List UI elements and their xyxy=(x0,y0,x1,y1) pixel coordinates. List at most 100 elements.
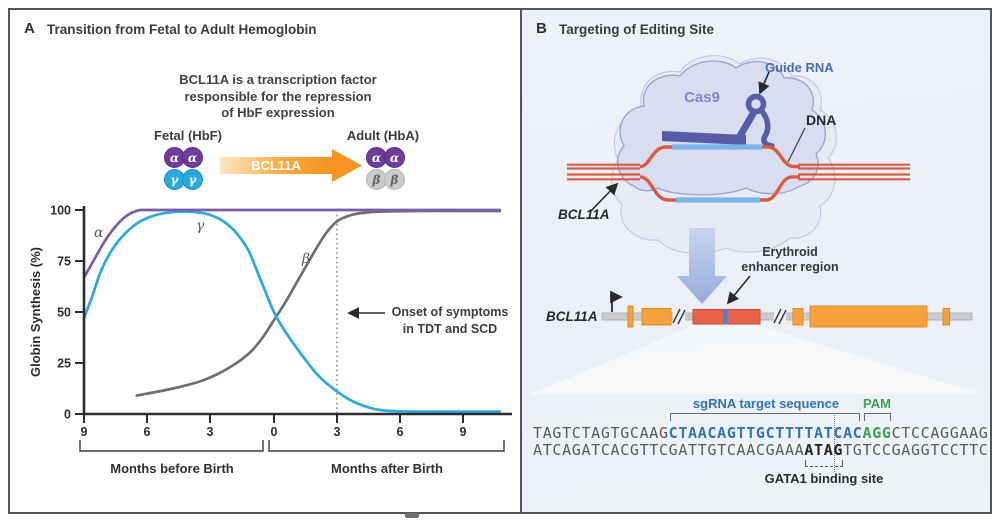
y-tick-label: 75 xyxy=(57,255,71,269)
x-tick-label: 3 xyxy=(207,425,214,439)
x-tick-label: 6 xyxy=(397,425,404,439)
pam-label: PAM xyxy=(863,396,891,411)
bcl11a-gene-label: BCL11A xyxy=(558,207,610,222)
exon xyxy=(942,308,950,326)
gata1-binding-site-label: GATA1 binding site xyxy=(764,471,884,486)
panel-a-letter: A xyxy=(24,20,35,37)
hb-subunit-gamma: γ xyxy=(182,169,203,190)
bcl11a-arrow-label: BCL11A xyxy=(251,158,301,173)
pam-bracket xyxy=(864,413,891,421)
panel-b-title: Targeting of Editing Site xyxy=(559,22,714,37)
seq-segment: TAGTCTAGTGCAAG xyxy=(533,424,669,442)
guide-rna-loop xyxy=(745,93,767,115)
bcl11a-pointer-arrow xyxy=(589,182,619,213)
note-line: responsible for the repression xyxy=(184,88,372,104)
months-before-birth-label: Months before Birth xyxy=(110,461,234,476)
sgrna-target-sequence: CTAACAGTTGCTTTTATCAC xyxy=(668,424,863,442)
adult-hba-label: Adult (HbA) xyxy=(346,128,420,143)
dna-pointer-line xyxy=(787,127,806,163)
months-before-bracket xyxy=(79,440,264,452)
cas9-label: Cas9 xyxy=(684,89,720,106)
panel-b-letter: B xyxy=(536,20,547,37)
dna-bubble-bottom xyxy=(639,175,800,202)
gene-backbone xyxy=(601,312,973,321)
cas9-protein-blob xyxy=(617,60,826,196)
seq-segment: CTCCAGGAAG xyxy=(891,424,989,442)
hb-subunit-alpha: α xyxy=(182,147,203,168)
months-after-birth-label: Months after Birth xyxy=(331,461,443,476)
editing-arrow xyxy=(677,228,727,304)
onset-line: in TDT and SCD xyxy=(402,321,498,336)
dna-sequence-bottom-strand: ATCAGATCACGTTCGATTGTCAACGAAAATAGTGTCCGAG… xyxy=(533,442,988,459)
sgrna-target-label: sgRNA target sequence xyxy=(692,396,840,411)
note-line: BCL11A is a transcription factor xyxy=(179,72,377,87)
x-tick-label: 9 xyxy=(460,425,467,439)
panel-a-title: Transition from Fetal to Adult Hemoglobi… xyxy=(47,22,317,37)
x-tick-label: 9 xyxy=(81,425,88,439)
x-tick-label: 6 xyxy=(144,425,151,439)
transcription-start-arrow xyxy=(610,290,623,312)
y-tick-label: 0 xyxy=(64,408,71,422)
guide-rna-tail xyxy=(758,107,775,149)
months-after-bracket xyxy=(268,440,505,452)
zoom-wedge xyxy=(530,326,982,394)
seq-segment: TGTCCGAGGTCCTTC xyxy=(843,441,989,459)
exon xyxy=(641,308,672,326)
x-ticks xyxy=(83,414,464,423)
beta-curve-label: β xyxy=(302,251,311,267)
y-ticks xyxy=(75,209,83,415)
panel-b-graphics xyxy=(530,55,982,394)
fetal-hbf-label: Fetal (HbF) xyxy=(154,128,222,143)
caption-artifact xyxy=(405,513,419,518)
gata1-binding-sequence: ATAG xyxy=(804,441,844,459)
guide-rna-label: Guide RNA xyxy=(765,60,834,75)
x-tick-label: 0 xyxy=(271,425,278,439)
gene-break xyxy=(672,308,686,325)
bcl11a-repression-arrow xyxy=(220,149,362,182)
curve-beta-globin xyxy=(135,209,502,397)
dna-right-strands xyxy=(798,163,910,181)
enhancer-label-line: enhancer region xyxy=(741,259,839,274)
bcl11a-diagram-label: BCL11A xyxy=(546,309,598,324)
erythroid-enhancer-label: Erythroid enhancer region xyxy=(715,245,865,274)
onset-annotation: Onset of symptoms in TDT and SCD xyxy=(384,304,516,337)
panel-a: 100 75 50 25 0 9 6 3 0 3 6 9 Globin Synt… xyxy=(10,10,520,512)
enhancer-label-line: Erythroid xyxy=(762,245,818,259)
chart-curves xyxy=(82,208,502,413)
guide-rna-hybrid xyxy=(662,131,746,145)
panel-b: B Targeting of Editing Site Cas9 Guide R… xyxy=(520,10,990,512)
hb-subunit-gamma: γ xyxy=(164,169,185,190)
hb-subunit-alpha: α xyxy=(384,147,405,168)
editing-site-tick xyxy=(723,309,728,324)
pam-sequence: AGG xyxy=(862,424,892,442)
y-tick-label: 25 xyxy=(57,357,71,371)
panel-a-graphics: 100 75 50 25 0 9 6 3 0 3 6 9 Globin Synt… xyxy=(28,149,512,452)
curve-alpha-globin xyxy=(82,208,502,279)
guide-rna-stem xyxy=(736,108,758,140)
onset-line: Onset of symptoms xyxy=(391,305,509,319)
enhancer-pointer-arrow xyxy=(726,275,751,305)
y-axis-title: Globin Synthesis (%) xyxy=(28,247,43,377)
dna-sequence-top-strand: TAGTCTAGTGCAAGCTAACAGTTGCTTTTATCACAGGCTC… xyxy=(533,425,989,442)
y-tick-label: 50 xyxy=(57,306,71,320)
y-tick-label: 100 xyxy=(50,204,71,218)
curve-gamma-globin xyxy=(82,210,502,413)
gata1-bracket xyxy=(804,460,843,467)
exon xyxy=(627,305,634,328)
sgrna-bracket xyxy=(669,413,860,421)
figure-frame: 100 75 50 25 0 9 6 3 0 3 6 9 Globin Synt… xyxy=(8,8,992,514)
note-line: of HbF expression xyxy=(221,105,335,120)
dna-label: DNA xyxy=(806,112,837,128)
bcl11a-note: BCL11A is a transcription factor respons… xyxy=(143,72,413,122)
exon xyxy=(792,308,804,326)
alpha-curve-label: α xyxy=(94,225,104,241)
dna-bubble-top xyxy=(639,145,800,169)
seq-segment: ATCAGATCACGTTCGATTGTCAACGAAA xyxy=(533,441,805,459)
exons xyxy=(627,305,950,328)
exon xyxy=(809,305,928,328)
guide-rna-pointer-arrow xyxy=(758,71,770,95)
hb-subunit-beta: β xyxy=(384,169,405,190)
cleavage-site-line xyxy=(833,415,835,472)
gamma-curve-label: γ xyxy=(196,218,205,234)
gene-break xyxy=(773,308,787,325)
